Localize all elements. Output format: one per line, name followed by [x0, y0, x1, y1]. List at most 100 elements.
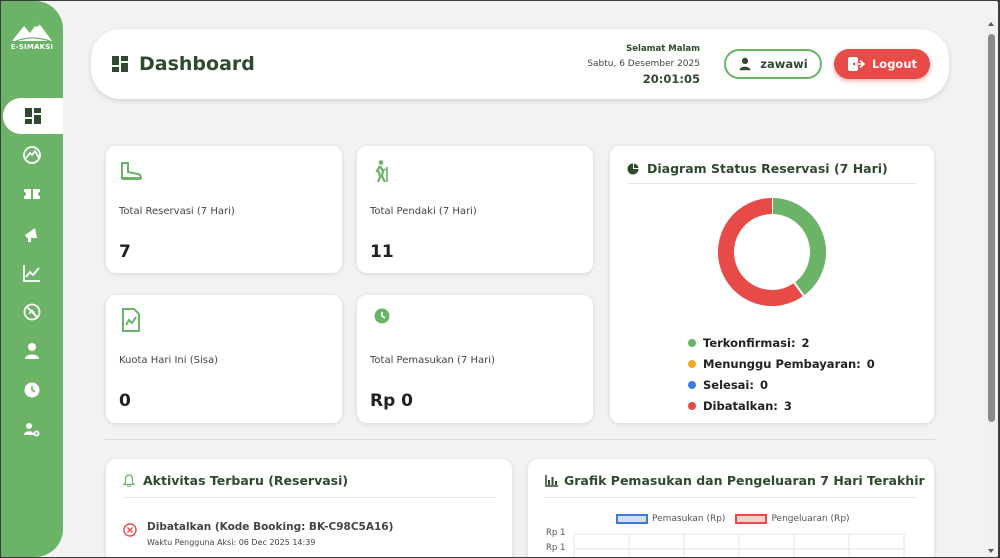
logout-button[interactable]: Logout [834, 49, 930, 79]
user-icon [739, 57, 751, 71]
stat-value: Rp 0 [370, 391, 414, 411]
sidebar-item-restrictions[interactable] [1, 294, 63, 330]
legend-label: Terkonfirmasi: [703, 335, 796, 350]
y-tick-label: Rp 1 [546, 543, 566, 553]
sidebar-item-dashboard[interactable] [3, 98, 63, 134]
logout-icon [847, 57, 865, 71]
legend-value: 3 [783, 398, 792, 413]
stat-card-quota: Kuota Hari Ini (Sisa) 0 [106, 295, 342, 423]
reservation-status-card: Diagram Status Reservasi (7 Hari) Terkon… [610, 146, 934, 423]
app-logo[interactable]: E-SIMAKSI [7, 17, 57, 67]
legend-label: Selesai: [703, 377, 754, 392]
pie-chart-icon [627, 163, 639, 174]
user-name-label: zawawi [760, 57, 808, 71]
scrollbar-thumb[interactable] [988, 34, 995, 422]
clock-icon [24, 382, 40, 398]
legend-label: Pengeluaran (Rp) [771, 514, 850, 524]
sidebar-item-user-settings[interactable] [1, 412, 63, 448]
bar-chart-icon [545, 474, 558, 487]
activity-timestamp: Waktu Pengguna Aksi: 06 Dec 2025 14:39 [147, 538, 316, 547]
legend-swatch [735, 514, 768, 524]
ticket-icon [24, 189, 40, 199]
legend-swatch [616, 514, 648, 524]
divider [627, 183, 917, 184]
greeting-block: Selamat Malam Sabtu, 6 Desember 2025 20:… [587, 42, 700, 87]
divider [545, 497, 917, 498]
sidebar-item-ticket[interactable] [1, 176, 63, 212]
stat-label: Total Pendaki (7 Hari) [370, 206, 477, 217]
stat-card-hikers: Total Pendaki (7 Hari) 11 [357, 146, 593, 273]
legend-value: 0 [866, 356, 875, 371]
section-divider [105, 439, 935, 440]
legend-dot [688, 338, 696, 347]
user-profile-button[interactable]: zawawi [724, 49, 822, 79]
legend-value: 0 [759, 377, 768, 392]
legend-item: Menunggu Pembayaran: 0 [688, 353, 875, 374]
scroll-up-arrow-icon[interactable] [988, 22, 994, 26]
activity-title: Dibatalkan (Kode Booking: BK-C98C5A16) [147, 521, 394, 533]
chart-line-icon [23, 265, 40, 282]
stat-value: 11 [370, 242, 394, 262]
legend-label: Pemasukan (Rp) [652, 514, 726, 524]
donut-slice-dibatalkan[interactable] [718, 198, 804, 306]
legend-item-income[interactable]: Pemasukan (Rp) [616, 514, 725, 524]
scroll-down-arrow-icon[interactable] [988, 549, 994, 553]
clock-icon [374, 308, 390, 324]
sidebar-item-history[interactable] [1, 372, 63, 408]
donut-separator [793, 282, 805, 297]
donut-title: Diagram Status Reservasi (7 Hari) [627, 161, 888, 176]
bell-icon [123, 474, 135, 487]
sidebar: E-SIMAKSI [1, 1, 63, 557]
chart-legend: Pemasukan (Rp) Pengeluaran (Rp) [616, 514, 850, 524]
legend-dot [688, 359, 696, 368]
divider [123, 497, 495, 498]
legend-item: Dibatalkan: 3 [688, 395, 875, 416]
sidebar-item-mountain[interactable] [1, 137, 63, 173]
user-icon [25, 343, 39, 359]
logo-text: E-SIMAKSI [10, 43, 54, 51]
activity-panel: Aktivitas Terbaru (Reservasi) Dibatalkan… [106, 459, 512, 557]
stat-label: Total Reservasi (7 Hari) [119, 206, 235, 217]
stat-value: 0 [119, 391, 131, 411]
date-text: Sabtu, 6 Desember 2025 [587, 59, 700, 69]
legend-item: Terkonfirmasi: 2 [688, 332, 875, 353]
header-bar: Dashboard Selamat Malam Sabtu, 6 Desembe… [91, 29, 949, 99]
legend-item-expense[interactable]: Pengeluaran (Rp) [735, 514, 850, 524]
no-entry-icon [23, 303, 41, 321]
users-cog-icon [24, 423, 40, 437]
time-text: 20:01:05 [642, 72, 700, 86]
mountain-logo-icon [12, 22, 52, 42]
page-title: Dashboard [139, 53, 255, 75]
donut-legend: Terkonfirmasi: 2 Menunggu Pembayaran: 0 … [688, 332, 875, 416]
legend-dot [688, 380, 696, 389]
stat-label: Kuota Hari Ini (Sisa) [119, 355, 218, 366]
sidebar-item-users[interactable] [1, 333, 63, 369]
stat-label: Total Pemasukan (7 Hari) [370, 355, 495, 366]
cancel-circle-icon [123, 523, 137, 537]
mountain-icon [23, 146, 41, 164]
report-icon [122, 308, 140, 332]
megaphone-icon [25, 228, 37, 242]
activity-title-text: Aktivitas Terbaru (Reservasi) [143, 473, 349, 488]
dashboard-icon [25, 108, 41, 124]
activity-title: Aktivitas Terbaru (Reservasi) [123, 473, 348, 488]
legend-item: Selesai: 0 [688, 374, 875, 395]
legend-label: Dibatalkan: [703, 398, 778, 413]
boot-icon [121, 162, 143, 180]
finance-chart-title: Grafik Pemasukan dan Pengeluaran 7 Hari … [545, 473, 925, 488]
donut-slice-terkonfirmasi[interactable] [771, 198, 826, 296]
donut-title-text: Diagram Status Reservasi (7 Hari) [647, 161, 888, 176]
legend-value: 2 [801, 335, 810, 350]
sidebar-item-announcement[interactable] [1, 216, 63, 252]
logout-label: Logout [871, 57, 918, 71]
vertical-scrollbar[interactable] [985, 18, 998, 557]
finance-chart-title-text: Grafik Pemasukan dan Pengeluaran 7 Hari … [564, 473, 925, 488]
greeting-text: Selamat Malam [626, 44, 700, 54]
legend-dot [688, 401, 696, 410]
y-tick-label: Rp 1 [546, 528, 566, 538]
list-item[interactable]: Dibatalkan (Kode Booking: BK-C98C5A16) W… [123, 521, 393, 547]
sidebar-item-reports[interactable] [1, 255, 63, 291]
dashboard-icon [112, 56, 128, 72]
hiker-icon [375, 160, 388, 183]
